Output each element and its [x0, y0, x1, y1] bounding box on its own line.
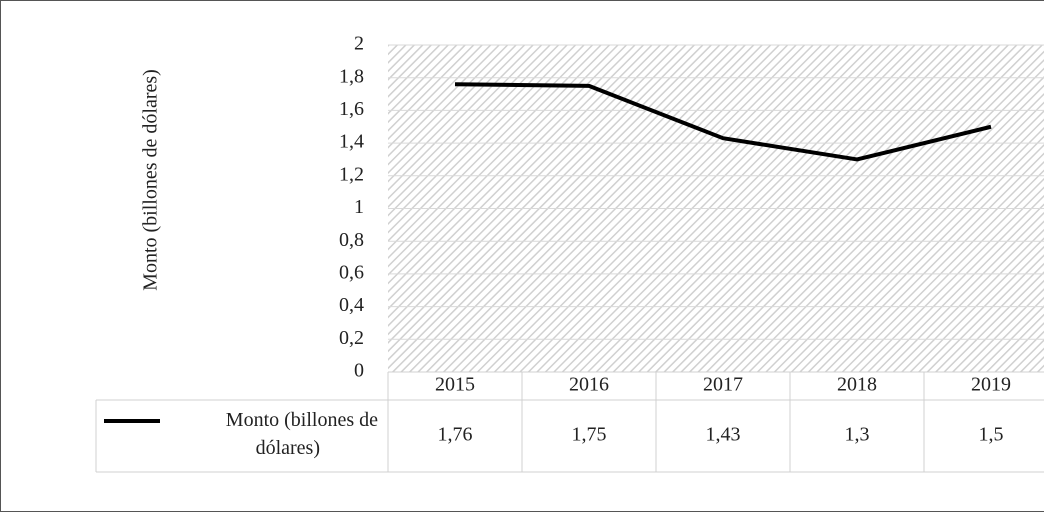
data-table-value: 1,5 [979, 424, 1004, 446]
data-table-value: 1,3 [845, 424, 870, 446]
x-tick-label: 2017 [703, 374, 743, 396]
x-tick-label: 2016 [569, 374, 609, 396]
y-tick-label: 1 [354, 196, 364, 218]
y-axis-title: Monto (billones de dólares) [140, 69, 162, 291]
y-tick-label: 0 [354, 360, 364, 382]
y-tick-label: 1,8 [339, 65, 364, 87]
y-tick-label: 0,8 [339, 229, 364, 251]
x-tick-label: 2015 [435, 374, 475, 396]
x-tick-label: 2018 [837, 374, 877, 396]
x-tick-label: 2019 [971, 374, 1011, 396]
legend-label: Monto (billones de dólares) [226, 409, 378, 459]
y-tick-label: 1,6 [339, 98, 364, 120]
data-table-value: 1,43 [706, 424, 741, 446]
line-series [454, 82, 992, 162]
data-table-value: 1,75 [572, 424, 607, 446]
y-tick-label: 0,6 [339, 261, 364, 283]
y-tick-label: 0,4 [339, 294, 364, 316]
y-tick-label: 2 [354, 33, 364, 55]
y-tick-label: 1,4 [339, 131, 364, 153]
data-table-value: 1,76 [438, 424, 473, 446]
y-tick-label: 0,2 [339, 327, 364, 349]
y-tick-label: 1,2 [339, 163, 364, 185]
